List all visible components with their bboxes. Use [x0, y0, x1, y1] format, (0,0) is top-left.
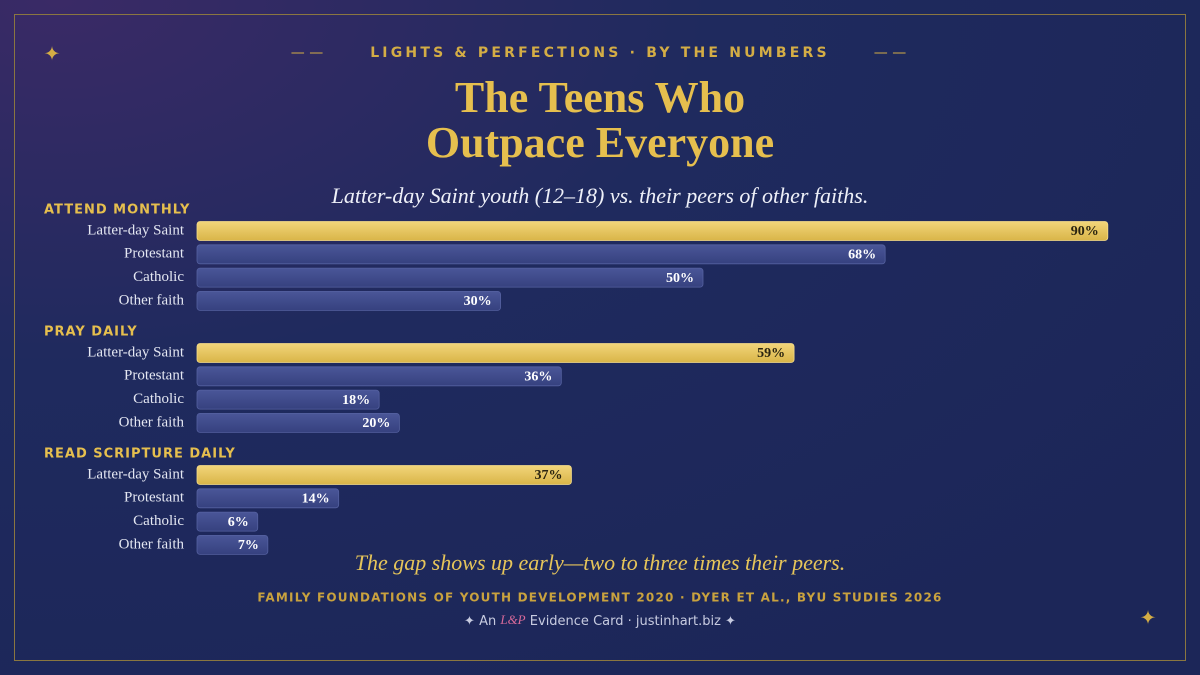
credit-text: Evidence Card · justinhart.biz — [530, 614, 721, 629]
bar — [196, 343, 795, 363]
dash-ornament: — — — [291, 45, 323, 61]
category-label: Protestant — [124, 490, 185, 506]
bar — [196, 221, 1109, 241]
group-label: PRAY DAILY — [44, 325, 138, 340]
bar — [196, 290, 502, 311]
value-label: 30% — [464, 294, 492, 309]
category-label: Catholic — [133, 391, 184, 407]
sparkle: ✦ — [721, 614, 736, 629]
bar — [196, 366, 562, 387]
bar — [196, 535, 269, 555]
category-label: Other faith — [119, 414, 185, 430]
value-label: 14% — [302, 492, 330, 507]
bar — [196, 465, 572, 485]
sparkle: ✦ — [464, 614, 479, 629]
chart-title: The Teens Who — [455, 73, 745, 122]
category-label: Catholic — [133, 269, 184, 285]
sparkle: ✦ — [1140, 608, 1157, 630]
value-label: 37% — [534, 468, 562, 483]
category-label: Protestant — [124, 246, 185, 262]
kicker: LIGHTS & PERFECTIONS · BY THE NUMBERS — [370, 45, 830, 61]
value-label: 18% — [342, 393, 370, 408]
credit: ✦ An L&P Evidence Card · justinhart.biz … — [464, 612, 736, 629]
value-label: 36% — [524, 370, 552, 385]
value-label: 6% — [228, 515, 249, 530]
bar — [196, 488, 340, 509]
category-label: Other faith — [119, 536, 185, 552]
bar — [196, 267, 704, 288]
category-label: Protestant — [124, 368, 185, 384]
value-label: 68% — [848, 248, 876, 263]
group-label: READ SCRIPTURE DAILY — [44, 447, 236, 462]
bar — [196, 389, 380, 410]
category-label: Other faith — [119, 292, 185, 308]
value-label: 20% — [362, 416, 390, 431]
subtitle: Latter-day Saint youth (12–18) vs. their… — [331, 183, 869, 208]
chart-title: Outpace Everyone — [426, 118, 774, 167]
category-label: Latter-day Saint — [87, 344, 185, 360]
category-label: Latter-day Saint — [87, 222, 185, 238]
group-label: ATTEND MONTHLY — [44, 203, 190, 218]
bar — [196, 244, 886, 265]
value-label: 50% — [666, 271, 694, 286]
value-label: 90% — [1071, 224, 1099, 239]
credit-text: An — [479, 614, 496, 629]
value-label: 7% — [238, 538, 259, 553]
credit-brand: L&P — [499, 612, 525, 627]
category-label: Latter-day Saint — [87, 466, 185, 482]
value-label: 59% — [757, 346, 785, 361]
category-label: Catholic — [133, 513, 184, 529]
dash-ornament: — — — [874, 45, 906, 61]
frame — [14, 14, 1186, 661]
note: The gap shows up early—two to three time… — [355, 550, 846, 575]
source: FAMILY FOUNDATIONS OF YOUTH DEVELOPMENT … — [257, 591, 942, 605]
bar — [196, 511, 259, 532]
bar — [196, 412, 400, 433]
sparkle: ✦ — [44, 44, 61, 66]
